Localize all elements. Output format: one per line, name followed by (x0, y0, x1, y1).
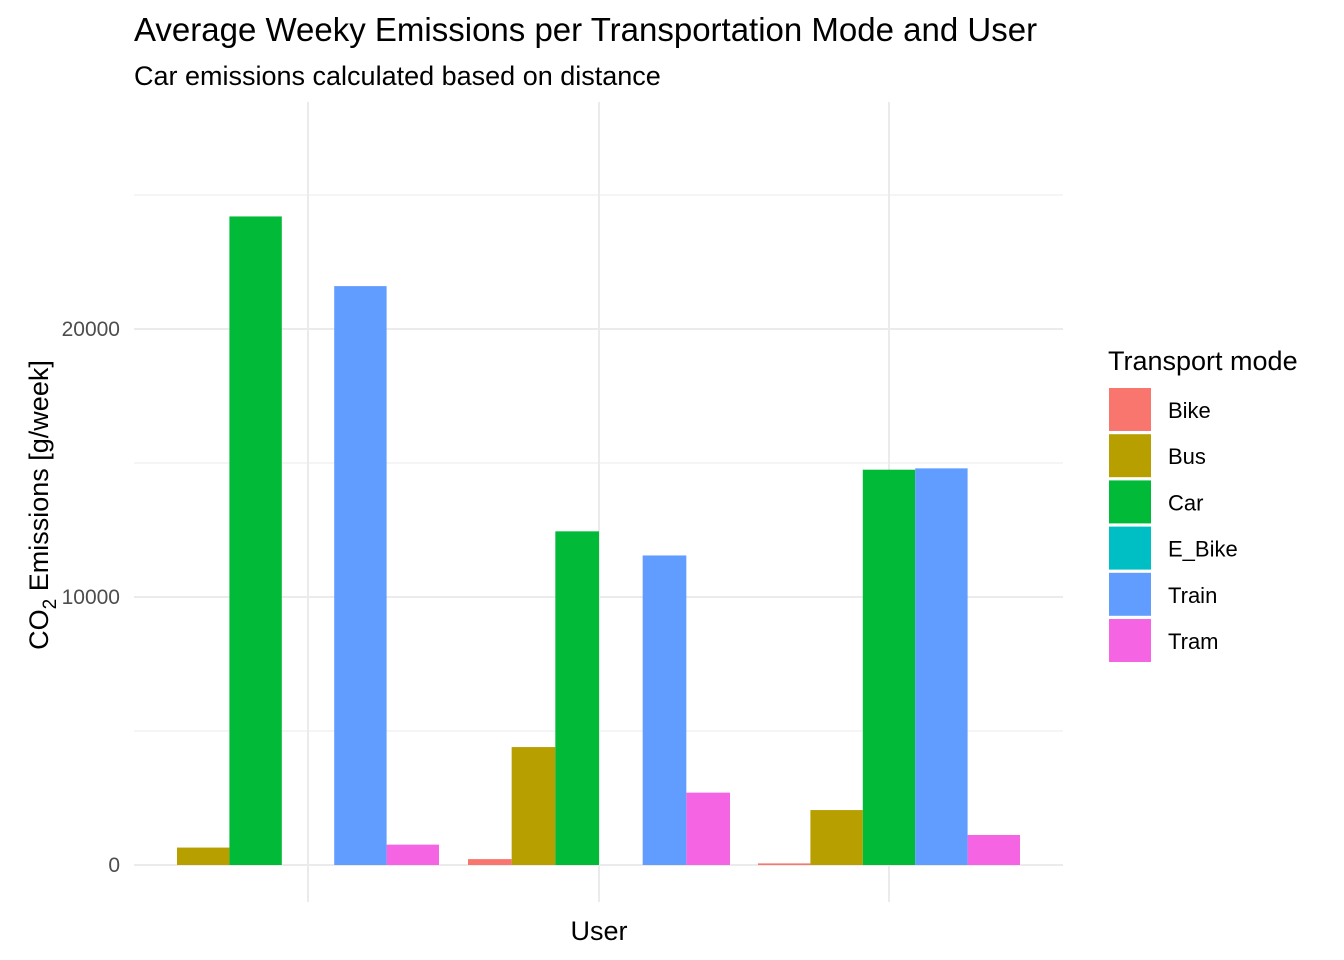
legend-label: Bus (1168, 444, 1206, 469)
y-axis-title-rest: Emissions [g/week] (24, 360, 54, 599)
legend-label: Car (1168, 490, 1203, 515)
y-tick-label: 0 (108, 854, 120, 877)
bar-bike (758, 863, 811, 865)
bar-car (862, 469, 916, 865)
bar-car (229, 216, 282, 865)
y-axis-title-subscript: 2 (40, 599, 61, 610)
y-axis-title: CO2 Emissions [g/week] (24, 360, 61, 650)
legend-key-bus (1109, 434, 1151, 478)
y-axis-ticks: 0 10000 20000 (62, 318, 120, 877)
legend-title: Transport mode (1108, 346, 1298, 376)
bar-tram (386, 844, 439, 865)
legend-label: Tram (1168, 629, 1219, 654)
legend-label: Bike (1168, 398, 1211, 423)
bar-train (334, 286, 387, 865)
bar-bus (177, 847, 230, 865)
bars (177, 216, 1020, 865)
bar-bus (810, 810, 863, 865)
chart-title: Average Weeky Emissions per Transportati… (134, 11, 1038, 48)
legend-label: E_Bike (1168, 537, 1238, 562)
y-axis-title-main: CO (24, 609, 54, 650)
bar-train (642, 555, 687, 865)
bar-bike (468, 859, 512, 865)
legend-items: Bike Bus Car E_Bike Train Tram (1109, 388, 1238, 662)
bar-train (915, 468, 968, 865)
legend-key-car (1109, 480, 1151, 524)
bar-tram (686, 792, 730, 865)
x-axis-title: User (570, 916, 627, 946)
legend-key-e-bike (1109, 526, 1151, 570)
bar-bus (511, 747, 556, 865)
legend-key-train (1109, 572, 1151, 616)
legend-key-bike (1109, 388, 1151, 431)
legend: Transport mode Bike Bus Car E_Bike Train Tram (1108, 346, 1298, 662)
chart-subtitle: Car emissions calculated based on distan… (134, 61, 661, 91)
legend-key-tram (1109, 619, 1151, 662)
bar-car (555, 531, 599, 865)
y-tick-label: 10000 (62, 586, 120, 609)
bar-tram (967, 834, 1020, 865)
y-tick-label: 20000 (62, 318, 120, 341)
legend-label: Train (1168, 583, 1217, 608)
